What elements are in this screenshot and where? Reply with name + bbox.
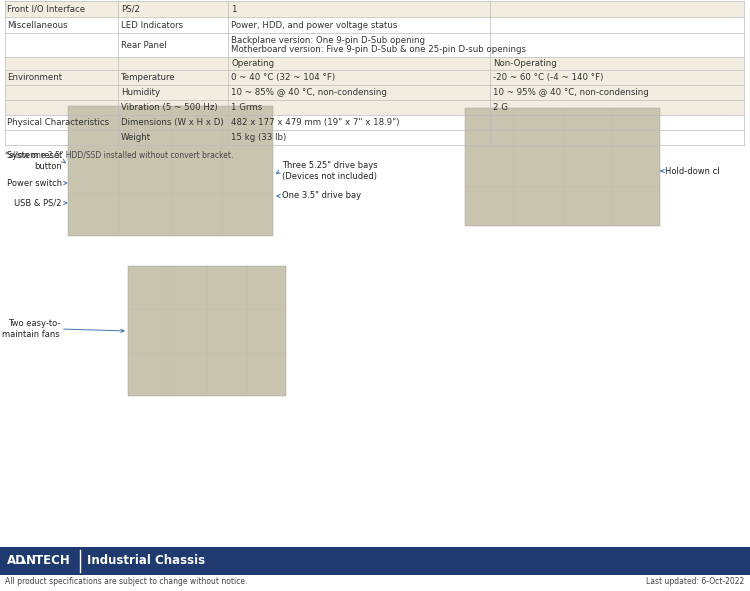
Bar bbox=[465, 108, 660, 226]
Text: Two easy-to-
maintain fans: Two easy-to- maintain fans bbox=[2, 319, 60, 339]
Text: -20 ~ 60 °C (-4 ~ 140 °F): -20 ~ 60 °C (-4 ~ 140 °F) bbox=[493, 73, 603, 82]
Text: 1: 1 bbox=[231, 5, 236, 14]
Bar bbox=[5, 33, 744, 57]
Text: 2 G: 2 G bbox=[493, 103, 508, 112]
Text: LED Indicators: LED Indicators bbox=[121, 21, 183, 30]
Text: Dimensions (W x H x D): Dimensions (W x H x D) bbox=[121, 118, 224, 127]
Text: Industrial Chassis: Industrial Chassis bbox=[87, 554, 205, 567]
Text: Operating: Operating bbox=[231, 59, 274, 68]
Text: 1 Grms: 1 Grms bbox=[231, 103, 262, 112]
Text: System reset
button: System reset button bbox=[7, 151, 62, 171]
Text: Last updated: 6-Oct-2022: Last updated: 6-Oct-2022 bbox=[646, 576, 744, 586]
Text: Motherboard version: Five 9-pin D-Sub & one 25-pin D-sub openings: Motherboard version: Five 9-pin D-Sub & … bbox=[231, 44, 526, 54]
Text: ▲: ▲ bbox=[21, 558, 26, 564]
Text: Non-Operating: Non-Operating bbox=[493, 59, 556, 68]
Text: PS/2: PS/2 bbox=[121, 5, 140, 14]
Text: AD: AD bbox=[7, 554, 26, 567]
Text: 482 x 177 x 479 mm (19" x 7" x 18.9"): 482 x 177 x 479 mm (19" x 7" x 18.9") bbox=[231, 118, 400, 127]
Text: Three 5.25" drive bays
(Devices not included): Three 5.25" drive bays (Devices not incl… bbox=[282, 161, 377, 181]
Text: Weight: Weight bbox=[121, 133, 151, 142]
Text: 15 kg (33 lb): 15 kg (33 lb) bbox=[231, 133, 286, 142]
Text: Power, HDD, and power voltage status: Power, HDD, and power voltage status bbox=[231, 21, 398, 30]
Text: Humidity: Humidity bbox=[121, 88, 160, 97]
Bar bbox=[5, 115, 744, 130]
Bar bbox=[5, 85, 744, 100]
Text: Backplane version: One 9-pin D-Sub opening: Backplane version: One 9-pin D-Sub openi… bbox=[231, 36, 425, 45]
Bar bbox=[5, 130, 744, 145]
Text: 10 ~ 95% @ 40 °C, non-condensing: 10 ~ 95% @ 40 °C, non-condensing bbox=[493, 88, 649, 97]
Text: Hold-down cl: Hold-down cl bbox=[665, 167, 720, 176]
Bar bbox=[5, 100, 744, 115]
Text: Temperature: Temperature bbox=[121, 73, 176, 82]
Bar bbox=[5, 17, 744, 33]
Text: *allow one 2.5" HDD/SSD installed without convert bracket.: *allow one 2.5" HDD/SSD installed withou… bbox=[5, 151, 233, 160]
Text: 0 ~ 40 °C (32 ~ 104 °F): 0 ~ 40 °C (32 ~ 104 °F) bbox=[231, 73, 335, 82]
Bar bbox=[5, 70, 744, 85]
Text: Physical Characteristics: Physical Characteristics bbox=[7, 118, 109, 127]
Text: One 3.5" drive bay: One 3.5" drive bay bbox=[282, 191, 362, 200]
Text: Environment: Environment bbox=[7, 73, 62, 82]
Text: Miscellaneous: Miscellaneous bbox=[7, 21, 68, 30]
Text: All product specifications are subject to change without notice.: All product specifications are subject t… bbox=[5, 576, 248, 586]
Text: USB & PS/2: USB & PS/2 bbox=[14, 199, 62, 207]
Bar bbox=[68, 106, 273, 236]
Text: NTECH: NTECH bbox=[26, 554, 70, 567]
Bar bbox=[5, 57, 744, 70]
Text: Front I/O Interface: Front I/O Interface bbox=[7, 5, 85, 14]
Bar bbox=[0, 547, 750, 575]
Text: 10 ~ 85% @ 40 °C, non-condensing: 10 ~ 85% @ 40 °C, non-condensing bbox=[231, 88, 387, 97]
Bar bbox=[5, 1, 744, 17]
Text: Rear Panel: Rear Panel bbox=[121, 41, 166, 50]
Text: Power switch: Power switch bbox=[7, 178, 62, 187]
Text: Vibration (5 ~ 500 Hz): Vibration (5 ~ 500 Hz) bbox=[121, 103, 218, 112]
Bar bbox=[128, 266, 286, 396]
